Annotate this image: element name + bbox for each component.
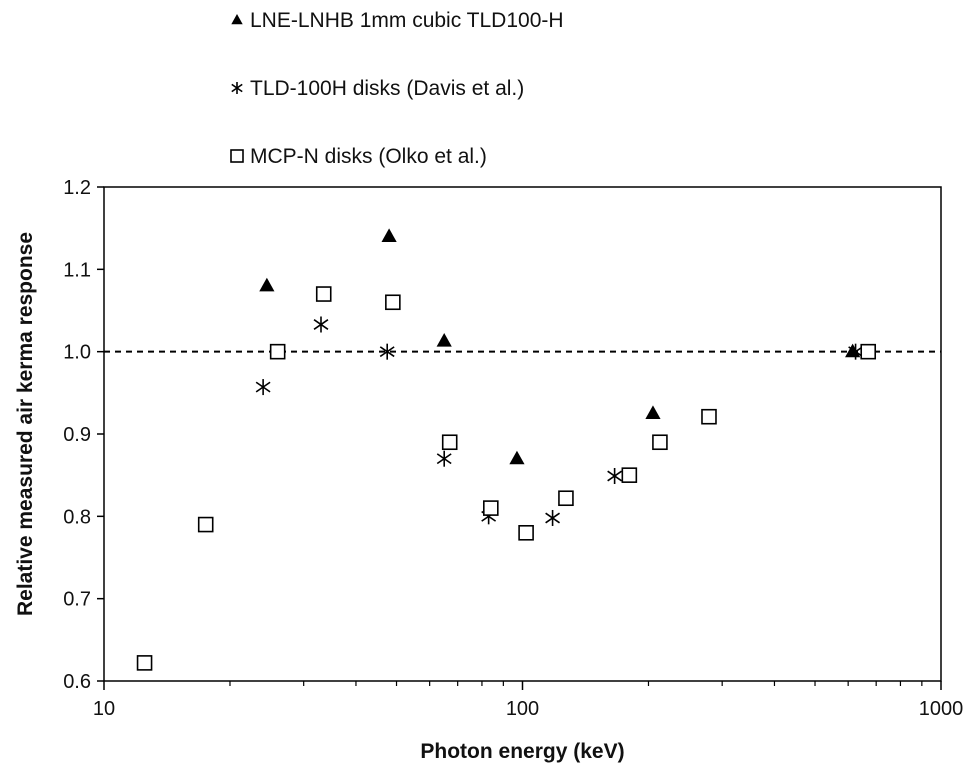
asterisk-marker [255,379,271,396]
triangle-marker [381,228,397,242]
data-point [860,343,877,360]
data-point [483,500,499,516]
y-tick-label: 0.8 [63,506,91,528]
data-point [381,228,397,242]
data-point [436,332,452,347]
y-axis-title: Relative measured air kerma response [14,232,37,616]
asterisk-marker [607,467,623,484]
asterisk-marker [313,316,329,333]
square-marker [860,343,877,360]
square-marker [385,294,401,311]
data-point [848,343,863,360]
data-point [621,467,638,483]
asterisk-marker [436,450,452,467]
data-point [441,434,458,451]
data-point [436,450,452,467]
x-axis-title: Photon energy (keV) [420,740,624,763]
square-marker [518,524,534,541]
data-point [701,408,717,425]
data-points [136,228,877,671]
data-point [509,450,525,465]
square-marker [701,408,717,425]
plot-area [103,186,942,682]
legend-label: TLD-100H disks (Davis et al.) [250,77,524,100]
legend: LNE-LNHB 1mm cubic TLD100-H TLD-100H disk… [230,9,564,168]
square-marker [621,467,638,483]
legend-label: LNE-LNHB 1mm cubic TLD100-H [250,9,564,32]
y-tick-label: 0.7 [63,589,91,611]
y-tick-label: 0.6 [63,671,91,693]
data-point [269,343,286,360]
data-point [518,524,534,541]
legend-label: MCP-N disks (Olko et al.) [250,145,487,168]
y-axis: 0.6 0.7 0.8 0.9 1.0 1.1 1.2 [63,177,104,693]
legend-marker [231,14,243,25]
y-tick-label: 1.0 [63,342,91,364]
y-tick-label: 0.9 [63,424,91,446]
data-point [645,405,661,420]
square-marker [230,149,244,163]
square-marker [652,434,668,451]
asterisk-marker [231,82,243,94]
triangle-marker [231,14,243,25]
triangle-marker [259,277,275,292]
y-tick-label: 1.2 [63,177,91,199]
data-point [545,509,560,526]
triangle-marker [436,332,452,347]
x-tick-label: 10 [93,698,115,720]
data-point [197,516,214,533]
y-tick-label: 1.1 [63,259,91,281]
data-point [379,343,395,360]
legend-item: MCP-N disks (Olko et al.) [230,145,487,168]
data-point [136,655,153,671]
data-point [607,467,623,484]
asterisk-marker [545,509,560,526]
x-tick-label: 1000 [919,698,964,720]
data-point [652,434,668,451]
data-point [315,286,332,302]
x-axis: 10 100 1000 [93,681,963,720]
series-2 [255,316,863,526]
square-marker [197,516,214,533]
legend-item: LNE-LNHB 1mm cubic TLD100-H [231,9,564,32]
x-tick-label: 100 [506,698,539,720]
square-marker [483,500,499,516]
data-point [255,379,271,396]
data-point [558,490,574,507]
legend-marker [231,82,243,94]
legend-item: TLD-100H disks (Davis et al.) [231,77,524,100]
square-marker [558,490,574,507]
data-point [385,294,401,311]
legend-marker [230,149,244,163]
square-marker [269,343,286,360]
data-point [313,316,329,333]
series-3 [136,286,877,671]
data-point [259,277,275,292]
asterisk-marker [848,343,863,360]
square-marker [441,434,458,451]
triangle-marker [509,450,525,465]
triangle-marker [645,405,661,420]
square-marker [136,655,153,671]
asterisk-marker [379,343,395,360]
square-marker [315,286,332,302]
series-1 [259,228,861,465]
